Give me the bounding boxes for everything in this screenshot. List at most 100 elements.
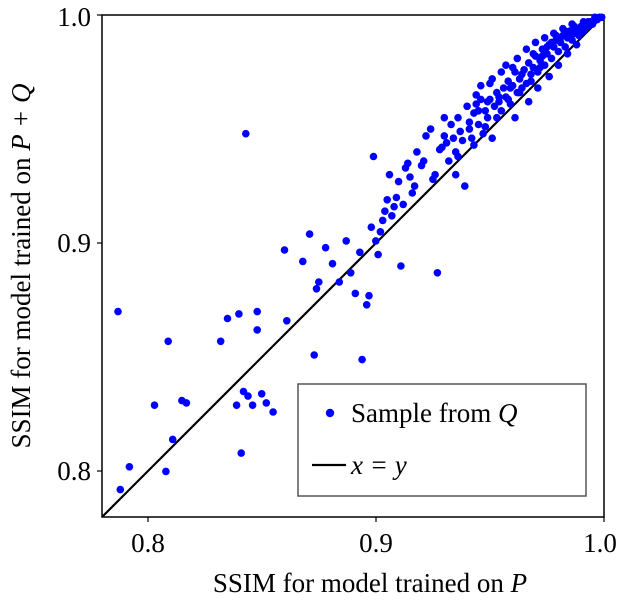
data-point <box>116 485 125 494</box>
data-point <box>554 61 563 69</box>
y-axis-label: SSIM for model trained on P + Q <box>6 84 36 449</box>
data-point <box>481 107 490 115</box>
data-point <box>570 22 579 31</box>
data-point <box>351 289 360 298</box>
y-tick-label: 0.9 <box>57 228 91 258</box>
legend-entry-samples-text: Sample from <box>351 398 491 428</box>
data-point <box>168 435 177 444</box>
data-point <box>406 173 414 181</box>
data-point <box>362 301 371 309</box>
data-point <box>463 102 471 111</box>
data-point <box>513 54 522 63</box>
data-point <box>522 45 531 53</box>
x-axis-label-text: SSIM for model trained on <box>213 568 504 598</box>
data-point <box>408 189 417 197</box>
y-tick-label: 1.0 <box>57 2 91 32</box>
data-point <box>253 307 261 316</box>
data-point <box>440 132 449 140</box>
data-point <box>346 269 355 277</box>
x-axis-label-var: P <box>510 568 528 598</box>
data-point <box>390 202 398 211</box>
data-point <box>312 285 321 293</box>
data-point <box>454 113 462 122</box>
y-axis: 0.8 0.9 1.0 <box>57 2 102 486</box>
data-point <box>328 259 337 268</box>
data-point <box>310 351 319 359</box>
data-point <box>597 13 606 22</box>
data-point <box>385 170 394 179</box>
data-point <box>378 216 387 225</box>
data-point <box>369 152 378 161</box>
data-point <box>518 70 526 79</box>
data-point <box>248 401 257 410</box>
data-point <box>524 97 533 106</box>
data-point <box>511 113 519 122</box>
data-point <box>162 467 170 476</box>
data-point <box>540 34 549 42</box>
data-point <box>372 237 380 245</box>
data-point <box>552 31 560 40</box>
data-point <box>164 337 172 346</box>
data-point <box>283 317 291 325</box>
data-point <box>470 141 478 149</box>
data-point <box>216 337 225 346</box>
legend-entry-reference: x = y <box>350 450 407 480</box>
data-point <box>429 175 437 184</box>
data-point <box>454 152 462 161</box>
y-tick-label: 0.8 <box>57 456 91 486</box>
reference-line-x-equals-y <box>101 14 605 518</box>
data-point <box>438 143 446 152</box>
data-point <box>413 148 421 156</box>
data-point <box>280 246 289 254</box>
data-point <box>358 355 366 364</box>
data-point <box>508 63 517 72</box>
data-point <box>262 399 271 407</box>
data-point <box>315 278 323 286</box>
data-point <box>374 250 382 259</box>
x-tick-label: 0.8 <box>131 528 165 558</box>
data-point <box>404 159 412 168</box>
data-point <box>394 177 403 186</box>
data-point <box>458 136 467 145</box>
plot-frame <box>101 14 605 518</box>
data-point <box>497 68 506 76</box>
data-point <box>547 54 556 63</box>
data-point <box>399 200 408 209</box>
data-point <box>488 134 497 142</box>
legend: Sample from Q x = y <box>297 383 587 497</box>
data-point <box>504 95 512 104</box>
data-point <box>242 129 250 138</box>
data-point <box>367 223 376 231</box>
data-point <box>531 38 540 47</box>
data-point <box>257 390 266 398</box>
data-points <box>114 13 606 494</box>
data-point <box>232 401 241 410</box>
data-point <box>244 392 252 400</box>
data-point <box>536 63 544 72</box>
data-point <box>321 243 330 252</box>
data-point <box>392 193 401 202</box>
data-point <box>497 107 506 115</box>
data-point <box>447 120 455 129</box>
data-point <box>456 127 465 136</box>
data-point <box>422 132 430 140</box>
data-point <box>493 113 501 122</box>
data-point <box>125 463 134 471</box>
data-point <box>114 307 122 316</box>
data-point <box>554 47 563 56</box>
data-point <box>356 248 364 257</box>
data-point <box>388 212 396 220</box>
data-point <box>561 43 569 51</box>
data-point <box>253 326 261 334</box>
data-point <box>426 125 435 133</box>
data-point <box>445 157 453 165</box>
data-point <box>579 18 588 26</box>
data-point <box>499 84 508 92</box>
y-axis-label-var: P + Q <box>6 84 36 152</box>
data-point <box>461 182 469 190</box>
data-point <box>472 100 481 108</box>
data-point <box>506 84 515 92</box>
data-point <box>502 61 510 69</box>
data-point <box>381 207 389 215</box>
data-point <box>524 59 533 67</box>
